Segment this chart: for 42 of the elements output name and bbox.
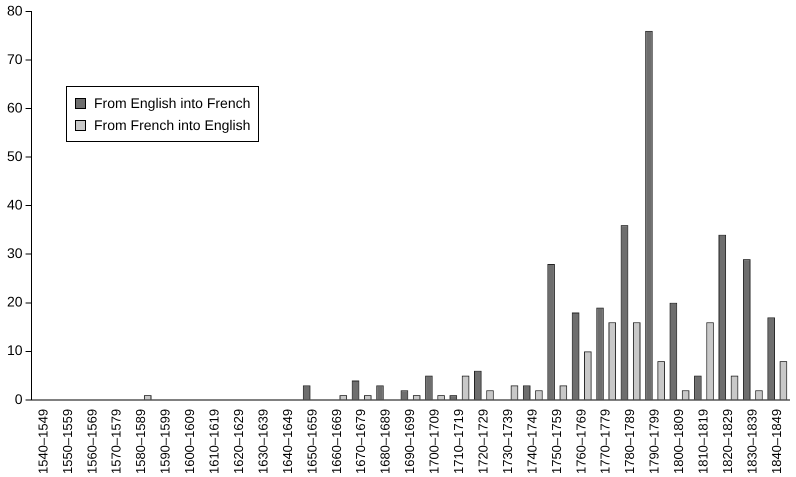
x-tick-label: 1610–1619	[206, 408, 222, 474]
x-tick-label: 1720–1729	[475, 408, 490, 474]
x-tick-label: 1730–1739	[500, 408, 515, 474]
legend-label: From French into English	[94, 116, 250, 135]
y-tick-label: 50	[6, 148, 23, 164]
x-tick-label: 1660–1669	[328, 408, 344, 474]
y-tick-label: 70	[6, 50, 23, 67]
y-tick-label: 30	[6, 245, 23, 262]
x-tick-label: 1780–1789	[622, 408, 638, 474]
x-tick-label: 1840–1849	[768, 408, 784, 474]
x-tick-label: 1640–1649	[280, 408, 295, 474]
x-tick-label: 1550–1559	[60, 408, 75, 474]
x-tick-label: 1690–1699	[402, 408, 418, 474]
x-tick-label: 1820–1829	[720, 408, 735, 474]
x-tick-label: 1570–1579	[108, 408, 124, 474]
x-tick-label: 1700–1709	[426, 408, 442, 474]
x-tick-label: 1680–1689	[378, 408, 393, 474]
y-tick-label: 40	[6, 196, 23, 213]
x-tick-label: 1580–1589	[133, 408, 148, 474]
x-tick-label: 1830–1839	[744, 408, 760, 474]
y-tick-label: 0	[14, 390, 23, 407]
x-tick-label: 1590–1599	[158, 408, 173, 474]
x-tick-label: 1650–1659	[304, 408, 320, 474]
x-tick-label: 1710–1719	[451, 408, 466, 474]
x-tick-label: 1630–1639	[255, 408, 270, 474]
x-tick-label: 1750–1759	[548, 408, 564, 474]
y-tick-label: 10	[6, 342, 23, 358]
x-tick-label: 1770–1779	[598, 408, 613, 474]
x-tick-label: 1600–1609	[182, 408, 198, 474]
x-tick-label: 1670–1679	[353, 408, 368, 474]
x-tick-label: 1800–1809	[671, 408, 686, 474]
legend-label: From English into French	[94, 94, 250, 113]
x-tick-label: 1760–1769	[573, 408, 588, 474]
x-tick-label: 1540–1549	[35, 408, 50, 474]
y-tick-label: 80	[6, 2, 23, 18]
x-tick-label: 1620–1629	[230, 408, 246, 474]
x-tick-label: 1740–1749	[524, 408, 540, 474]
x-tick-label: 1560–1569	[84, 408, 100, 474]
y-tick-label: 20	[6, 294, 23, 310]
x-tick-label: 1790–1799	[646, 408, 662, 474]
x-tick-label: 1810–1819	[696, 408, 711, 474]
y-tick-label: 60	[6, 99, 23, 116]
